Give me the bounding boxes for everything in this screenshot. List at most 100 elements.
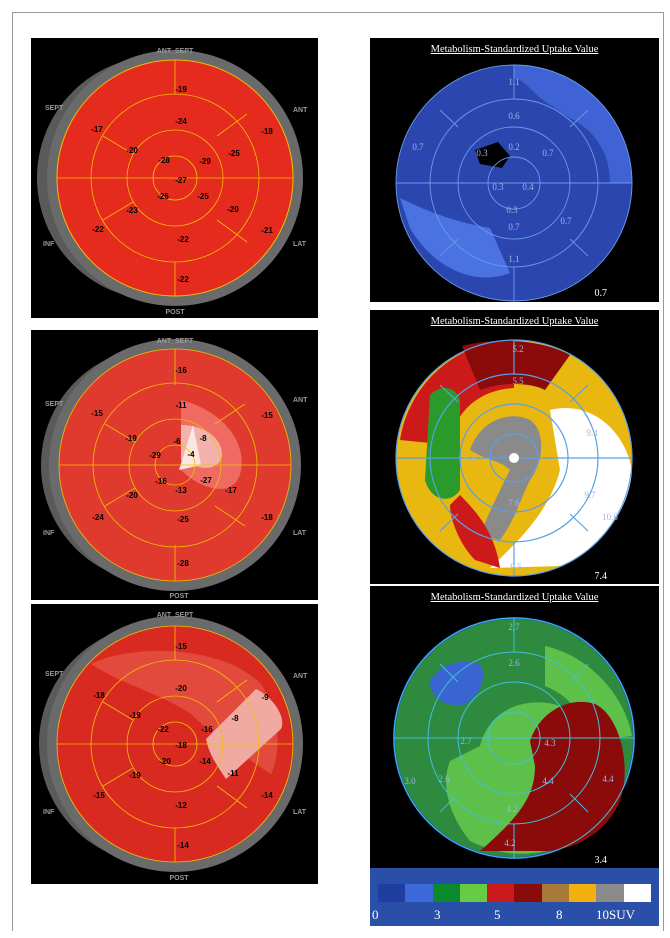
segment-value: -23 [126,206,138,215]
segment-value: -27 [175,176,187,185]
left-polar-map-3: ANT_SEPT ANT SEPT INF LAT POST -15 -20 -… [31,604,318,884]
corner-value: 0.7 [594,288,608,299]
segment-value: -12 [175,801,187,810]
label-inf: INF [43,241,55,248]
segment-value: -8 [199,434,207,443]
uptake-region [430,661,484,706]
segment-value: -18 [93,691,105,700]
label-inf: INF [43,809,55,816]
color-swatch [405,884,433,902]
segment-suv: 10.6 [602,512,618,522]
segment-value: -29 [199,157,211,166]
segment-value: -9 [261,693,269,702]
perfusion-region [206,689,283,779]
uptake-region [514,65,632,183]
scale-tick: 5 [494,907,501,922]
scale-tick: 8 [556,907,563,922]
segment-value: -18 [261,127,273,136]
segment-suv: 2.6 [438,774,450,784]
uptake-region [490,408,632,568]
left-polar-map-2: ANT_SEPT ANT SEPT INF LAT POST -16 -11 -… [31,330,318,600]
segment-suv: 4.3 [544,738,556,748]
segment-value: -20 [159,757,171,766]
segment-suv: 4.2 [504,838,515,848]
segment-suv: 6.5 [464,454,476,464]
corner-value: 7.4 [594,571,608,582]
panel-title: Metabolism-Standardized Uptake Value [430,592,599,603]
label-post: POST [169,875,189,882]
segment-value: -20 [227,205,239,214]
color-swatch [541,884,570,902]
segment-value: -20 [126,491,138,500]
segment-suv: 2.6 [508,658,520,668]
segment-value: -28 [158,156,170,165]
suv-color-scale: 0 3 5 8 10SUV [370,868,659,926]
color-swatch [487,884,515,902]
segment-value: -14 [261,791,273,800]
segment-value: -4 [187,450,195,459]
color-swatch [623,884,651,902]
figure-frame [12,12,664,931]
segment-value: -19 [129,711,141,720]
segment-value: -24 [92,513,104,522]
segment-suv: 1.1 [508,254,519,264]
apex-marker [509,453,519,463]
suv-map-3: Metabolism-Standardized Uptake Value 2.7… [370,586,659,868]
segment-suv: 7.6 [508,498,520,508]
segment-value: -22 [177,275,189,284]
segment-value: -15 [93,791,105,800]
segment-suv: 4.4 [602,774,614,784]
segment-suv: 1.1 [508,77,519,87]
segment-suv: 9.4 [586,428,598,438]
uptake-region [400,198,510,278]
segment-value: -16 [175,366,187,375]
color-swatch [378,884,406,902]
label-ant: ANT [293,107,308,114]
segment-value: -22 [177,235,189,244]
color-bar [378,884,651,902]
segment-value: -19 [125,434,137,443]
color-swatch [432,884,460,902]
segment-value: -28 [177,559,189,568]
label-inf: INF [43,530,55,537]
color-swatch [459,884,488,902]
segment-suv: 4.4 [542,776,554,786]
segment-suv: 2.7 [460,736,472,746]
segment-suv: 0.7 [542,148,554,158]
segment-value: -24 [175,117,187,126]
segment-value: -16 [155,477,167,486]
segment-value: -22 [157,725,169,734]
segment-suv: 4.2 [506,804,517,814]
segment-suv: 3.0 [404,776,416,786]
segment-value: -18 [261,513,273,522]
segment-value: -25 [197,192,209,201]
uptake-region [425,388,460,499]
label-sept: SEPT [45,105,64,112]
uptake-region [470,416,542,540]
suv-map-1: Metabolism-Standardized Uptake Value 1.1… [370,38,659,302]
label-ant-sept: ANT_SEPT [157,612,194,619]
defect-region [475,142,510,168]
color-swatch [596,884,624,902]
segment-value: -20 [126,146,138,155]
left-polar-map-1: ANT_SEPT ANT SEPT INF LAT POST -19 -24 -… [31,38,318,318]
scale-tick: 10SUV [596,907,636,922]
segment-suv: 5.5 [512,376,524,386]
segment-suv: 0.2 [508,142,519,152]
label-post: POST [165,309,185,316]
label-sept: SEPT [45,401,64,408]
segment-suv: 0.3 [506,205,518,215]
segment-suv: 0.6 [508,111,520,121]
segment-value: -15 [175,642,187,651]
segment-suv: 2.7 [508,622,520,632]
segment-value: -27 [200,476,212,485]
segment-suv: 0.7 [412,142,424,152]
panel-title: Metabolism-Standardized Uptake Value [430,44,599,55]
segment-value: -17 [225,486,237,495]
segment-value: -25 [228,149,240,158]
scale-tick: 0 [372,907,379,922]
segment-suv: 0.7 [560,216,572,226]
label-ant: ANT [293,673,308,680]
segment-value: -19 [175,85,187,94]
perfusion-region [179,425,201,470]
